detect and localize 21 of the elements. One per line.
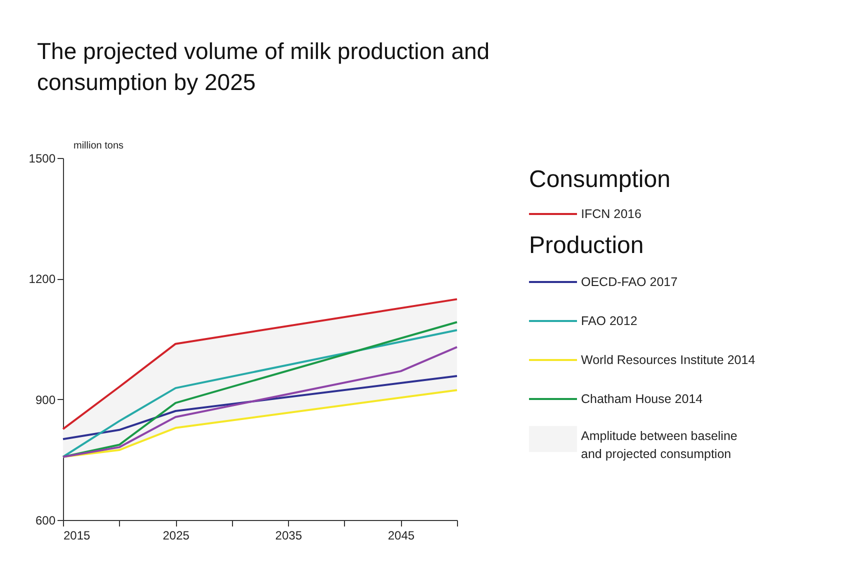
y-axis-title: million tons	[74, 140, 124, 152]
line-series	[62, 389, 458, 458]
y-tick-label: 600	[35, 514, 56, 528]
text: Production	[529, 232, 644, 259]
x-tick-label: 2035	[275, 528, 302, 542]
legend-label: Amplitude between baseline and projected consumption	[581, 429, 738, 461]
legend-label: OECD-FAO 2017	[581, 275, 678, 289]
legend-label: FAO 2012	[581, 314, 638, 328]
x-tick-label: 2015	[64, 528, 91, 542]
text: Consumption	[529, 166, 670, 193]
y-tick-label: 900	[35, 392, 56, 407]
x-tick-label: 2045	[388, 528, 415, 542]
legend-label: IFCN 2016	[581, 207, 642, 221]
x-tick-label: 2025	[162, 528, 190, 542]
y-tick-label: 1200	[28, 272, 56, 286]
y-tick-label: 1500	[28, 152, 56, 166]
line-series	[62, 375, 458, 440]
legend-label: World Resources Institute 2014	[581, 353, 756, 367]
line-series	[62, 298, 458, 430]
chart-title: The projected volume of milk production and consumption by 2025	[37, 37, 491, 97]
legend-label: Chatham House 2014	[581, 392, 703, 406]
